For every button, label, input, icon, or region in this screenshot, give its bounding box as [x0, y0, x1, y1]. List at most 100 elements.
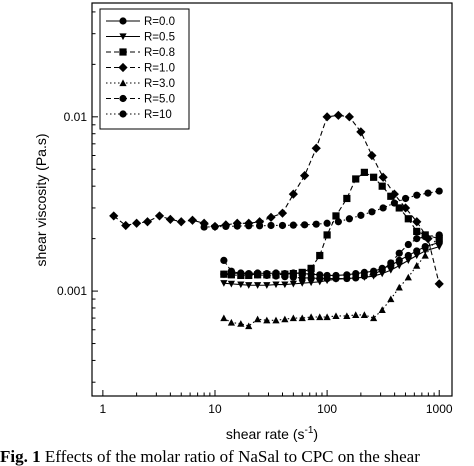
data-point — [281, 281, 289, 289]
data-point — [277, 208, 288, 218]
data-point — [421, 247, 429, 255]
data-point — [344, 112, 354, 122]
series-r-0-8 — [220, 168, 443, 280]
data-point — [360, 168, 368, 176]
data-point — [413, 235, 421, 243]
data-point — [370, 314, 378, 322]
legend-item: R=0.5 — [106, 32, 175, 44]
data-point — [395, 283, 403, 291]
data-point — [227, 280, 235, 288]
data-point — [312, 220, 320, 228]
series-r-0-5 — [220, 243, 443, 289]
data-point — [401, 194, 410, 203]
data-point — [121, 220, 131, 231]
data-point — [435, 231, 443, 239]
data-point — [289, 221, 297, 229]
data-point — [404, 273, 412, 281]
data-point — [311, 143, 321, 153]
data-point — [343, 274, 351, 283]
series-r-10 — [200, 187, 443, 231]
data-point — [237, 269, 245, 278]
data-point — [237, 281, 245, 289]
data-point — [316, 251, 324, 260]
legend-item: R=0.0 — [106, 16, 175, 28]
data-point — [281, 273, 289, 281]
series-line — [223, 234, 440, 327]
data-point — [254, 282, 262, 289]
data-point — [421, 251, 429, 259]
data-point — [367, 150, 377, 161]
data-point — [222, 222, 230, 231]
data-point — [404, 240, 412, 249]
data-point — [387, 266, 395, 274]
data-point — [424, 189, 432, 197]
data-point — [413, 252, 421, 260]
data-point — [352, 311, 360, 319]
data-point — [400, 203, 411, 213]
data-point — [142, 217, 153, 227]
data-point — [356, 127, 366, 137]
data-point — [435, 243, 443, 251]
data-point — [413, 262, 421, 269]
legend-item: R=10 — [106, 109, 172, 121]
data-point — [343, 194, 351, 203]
data-point — [289, 269, 297, 278]
data-point — [323, 274, 331, 283]
data-point — [278, 221, 287, 230]
data-point — [395, 204, 403, 212]
data-point — [404, 215, 412, 223]
legend-label: R=0.8 — [144, 47, 175, 59]
legend-label: R=10 — [144, 109, 172, 121]
legend-box — [99, 8, 190, 130]
legend-label: R=5.0 — [144, 94, 175, 106]
legend-label: R=1.0 — [144, 63, 175, 75]
figure-caption: Fig. 1 Effects of the molar ratio of NaS… — [0, 447, 474, 466]
x-tick-label: 10 — [208, 402, 222, 416]
data-point — [272, 316, 280, 324]
data-point — [245, 270, 253, 278]
data-point — [227, 318, 235, 326]
data-point — [395, 262, 403, 270]
data-point — [263, 316, 271, 324]
data-point — [333, 110, 343, 120]
data-point — [332, 212, 340, 220]
data-point — [288, 189, 298, 199]
y-axis-title: shear viscosity (Pa.s) — [33, 133, 49, 266]
data-point — [245, 282, 253, 289]
x-axis-title-exponent: -1 — [305, 425, 314, 436]
legend-label: R=0.0 — [144, 16, 175, 28]
x-axis-title-suffix: ) — [313, 426, 318, 442]
data-point — [272, 272, 280, 280]
data-point — [357, 211, 365, 219]
data-point — [176, 217, 186, 227]
legend-item: R=1.0 — [106, 63, 175, 75]
data-point — [263, 282, 271, 289]
plot-area — [91, 2, 453, 397]
legend: R=0.0 R=0.5 R=0.8 R=1.0 R=3.0 R=5.0 R=10 — [99, 8, 190, 130]
data-point — [307, 313, 315, 321]
x-tick-label: 1 — [100, 402, 107, 416]
chart: 1 10 100 1000 0.001 0.01 R=0.0 R=0.5 R=0.8 R=1.… — [33, 2, 453, 442]
legend-marker — [119, 79, 127, 87]
data-point — [370, 173, 378, 181]
data-point — [298, 314, 306, 322]
data-point — [360, 272, 368, 280]
data-point — [227, 267, 235, 275]
legend-marker — [118, 62, 128, 73]
x-axis: 1 10 100 1000 — [100, 390, 453, 416]
data-point — [298, 274, 306, 282]
data-point — [301, 221, 309, 229]
data-point — [263, 271, 271, 280]
data-point — [220, 314, 228, 322]
data-point — [254, 315, 262, 323]
data-point — [332, 274, 340, 283]
data-point — [395, 256, 403, 265]
data-point — [254, 271, 262, 279]
data-point — [412, 217, 422, 227]
data-point — [404, 257, 412, 265]
legend-marker — [119, 110, 127, 118]
data-point — [323, 313, 331, 321]
legend-item: R=5.0 — [106, 94, 175, 106]
data-point — [165, 214, 175, 224]
y-axis: 0.001 0.01 — [57, 11, 98, 383]
